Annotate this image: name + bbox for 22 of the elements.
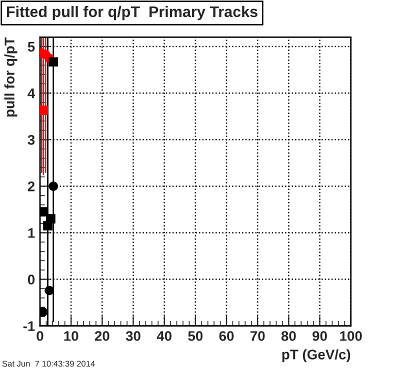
x-tick-label: 80 (281, 331, 296, 341)
x-tick-label: 100 (340, 331, 362, 341)
y-tick-label: 3 (28, 134, 35, 145)
text: Sat Jun 7 10:43:39 2014 (2, 360, 95, 367)
y-tick-label: 1 (28, 228, 35, 238)
chart-title: Fitted pull for q/pT Primary Tracks (6, 6, 258, 20)
x-tick-label: 30 (126, 331, 140, 341)
x-tick-label: 20 (94, 331, 110, 341)
x-tick-label: 90 (312, 331, 327, 341)
x-tick-label: 60 (219, 331, 234, 341)
x-tick-label: 0 (36, 331, 44, 341)
y-tick-label: 5 (28, 42, 35, 52)
y-tick-label: 4 (28, 88, 36, 98)
x-tick-label: 10 (64, 331, 78, 341)
x-axis-title: pT (GeV/c) (282, 349, 350, 362)
x-tick-label: 70 (250, 331, 265, 341)
y-axis-title: pull for q/pT (4, 37, 18, 117)
y-tick-label: 0 (28, 274, 35, 284)
x-tick-label: 50 (188, 331, 203, 341)
y-tick-label: 2 (28, 182, 35, 192)
x-tick-label: 40 (156, 331, 172, 341)
y-tick-label: -1 (23, 321, 35, 331)
